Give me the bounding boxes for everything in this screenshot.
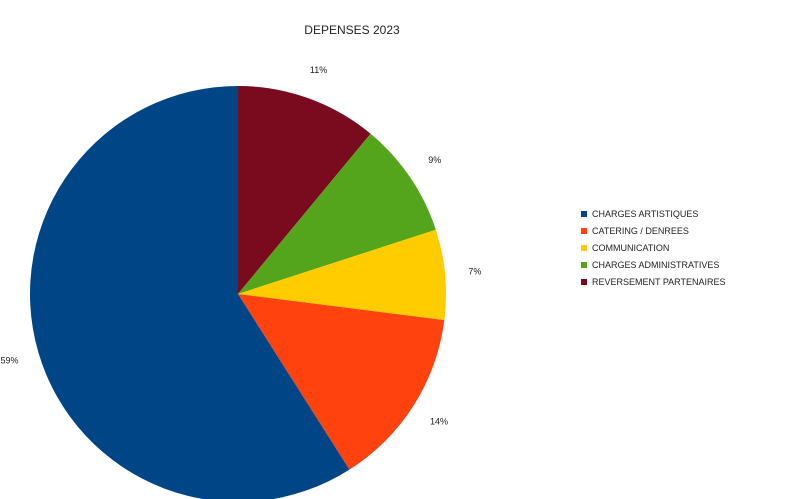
legend-label: CHARGES ARTISTIQUES (592, 208, 699, 219)
pie-labels: 11% 9% 7% 14% 59% (0, 65, 481, 426)
legend-item: COMMUNICATION (581, 239, 726, 256)
pie-slice-communication (238, 229, 447, 321)
pie-slice-charges-artistiques (30, 86, 350, 499)
pie-slice-catering-denrees (238, 294, 445, 470)
legend-swatch (581, 244, 587, 251)
pie-slice-label: 14% (430, 417, 448, 427)
legend-item: CHARGES ARTISTIQUES (581, 205, 726, 222)
legend-swatch (581, 278, 587, 285)
chart-legend: CHARGES ARTISTIQUES CATERING / DENREES COM… (581, 205, 726, 290)
pie-slice-reversement-partenaires (238, 86, 371, 294)
legend-label: CATERING / DENREES (592, 225, 689, 236)
legend-item: REVERSEMENT PARTENAIRES (581, 273, 726, 290)
legend-item: CHARGES ADMINISTRATIVES (581, 256, 726, 273)
pie-slice-label: 11% (310, 65, 327, 75)
chart-title: DEPENSES 2023 (304, 23, 400, 37)
pie-slice-label: 9% (428, 155, 441, 165)
pie-slice-label: 59% (0, 355, 18, 365)
legend-label: REVERSEMENT PARTENAIRES (592, 276, 726, 287)
legend-item: CATERING / DENREES (581, 222, 726, 239)
legend-swatch (581, 210, 587, 217)
legend-label: CHARGES ADMINISTRATIVES (592, 259, 720, 270)
legend-label: COMMUNICATION (592, 242, 670, 253)
pie-slice-charges-administratives (238, 133, 436, 294)
pie-slice-label: 7% (468, 267, 481, 277)
legend-swatch (581, 261, 587, 268)
pie-slices (30, 86, 447, 499)
legend-swatch (581, 227, 587, 234)
